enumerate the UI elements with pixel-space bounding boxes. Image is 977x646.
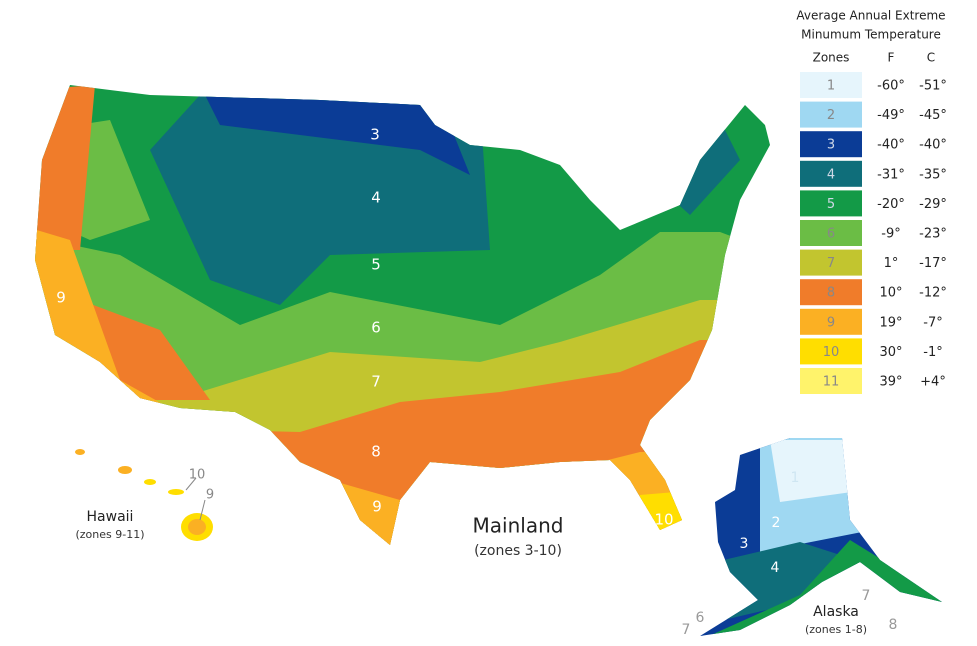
temp-f: -60°: [877, 79, 905, 94]
temp-c: -1°: [923, 345, 942, 360]
zone-area: [35, 340, 770, 545]
temp-f: 39°: [879, 375, 902, 390]
zone-number: 2: [827, 108, 835, 123]
temp-f: 30°: [879, 345, 902, 360]
zone-label: 6: [371, 319, 381, 337]
zone-label: 1: [791, 470, 800, 486]
temp-c: -29°: [919, 197, 947, 212]
zone-number: 10: [823, 345, 840, 360]
temp-f: -31°: [877, 167, 905, 182]
legend: Average Annual Extreme Minumum Temperatu…: [793, 0, 965, 400]
zone-number: 5: [827, 197, 835, 212]
legend-header: Zones: [813, 51, 850, 65]
zone-number: 8: [827, 286, 835, 301]
temp-f: -40°: [877, 138, 905, 153]
zone-label: 2: [772, 515, 781, 531]
zone-number: 1: [827, 79, 835, 94]
zone-swatch: [800, 368, 862, 394]
zone-label: 7: [682, 622, 691, 638]
zone-area: [770, 440, 852, 502]
zone-label: 7: [862, 588, 871, 604]
zone-number: 7: [827, 256, 835, 271]
zone-label: 10: [654, 511, 673, 529]
island: [188, 519, 206, 535]
zone-number: 11: [823, 375, 840, 390]
zone-label: 7: [371, 373, 381, 391]
temp-c: -12°: [919, 286, 947, 301]
region-name: Alaska: [813, 604, 859, 620]
zone-swatch: [800, 101, 862, 128]
temp-c: -17°: [919, 256, 947, 271]
temp-c: -23°: [919, 227, 947, 242]
region-note: (zones 1-8): [805, 623, 867, 636]
zone-number: 4: [827, 167, 835, 182]
region-name: Mainland: [473, 514, 564, 538]
temp-f: -49°: [877, 108, 905, 123]
zone-label: 10: [189, 468, 206, 483]
legend-header: F: [888, 51, 895, 65]
zone-label: 8: [889, 617, 898, 633]
zone-label: 3: [740, 536, 749, 552]
temp-f: 1°: [884, 256, 899, 271]
zone-swatch: [800, 160, 862, 187]
zone-label: 6: [696, 610, 705, 626]
zone-swatch: [800, 308, 862, 335]
region-name: Hawaii: [87, 509, 134, 525]
zone-swatch: [800, 338, 862, 365]
temp-c: -51°: [919, 79, 947, 94]
zone-label: 9: [56, 289, 66, 307]
callout: [185, 477, 197, 491]
zone-number: 6: [827, 227, 835, 242]
zone-label: 4: [771, 560, 780, 576]
legend-title: Minumum Temperature: [801, 28, 941, 42]
zone-swatch: [800, 249, 862, 276]
island: [144, 479, 156, 485]
zone-label: 9: [206, 488, 214, 503]
temp-c: -7°: [923, 315, 942, 330]
zone-number: 3: [827, 138, 835, 153]
temp-c: -40°: [919, 138, 947, 153]
region-note: (zones 3-10): [474, 543, 562, 559]
temp-c: -45°: [919, 108, 947, 123]
zone-label: 8: [371, 443, 381, 461]
island: [75, 449, 85, 455]
zone-number: 9: [827, 315, 835, 330]
zone-label: 4: [371, 189, 381, 207]
temp-f: 19°: [879, 315, 902, 330]
zone-label: 3: [370, 126, 380, 144]
island: [118, 466, 132, 474]
legend-header: C: [927, 51, 935, 65]
temp-c: +4°: [920, 375, 946, 390]
zone-area: [205, 95, 470, 175]
mainland-zones: [35, 85, 770, 545]
temp-c: -35°: [919, 167, 947, 182]
zone-swatch: [800, 279, 862, 306]
zone-swatch: [800, 131, 862, 158]
zone-swatch: [800, 72, 862, 98]
zone-swatch: [800, 190, 862, 217]
zone-swatch: [800, 220, 862, 246]
zone-label: 9: [372, 498, 382, 516]
legend-title: Average Annual Extreme: [796, 9, 945, 23]
callout: [199, 499, 206, 521]
region-note: (zones 9-11): [75, 528, 144, 541]
zone-label: 5: [371, 256, 381, 274]
temp-f: 10°: [879, 286, 902, 301]
island: [168, 489, 184, 495]
temp-f: -9°: [881, 227, 900, 242]
hawaii-zones: [75, 449, 213, 541]
temp-f: -20°: [877, 197, 905, 212]
